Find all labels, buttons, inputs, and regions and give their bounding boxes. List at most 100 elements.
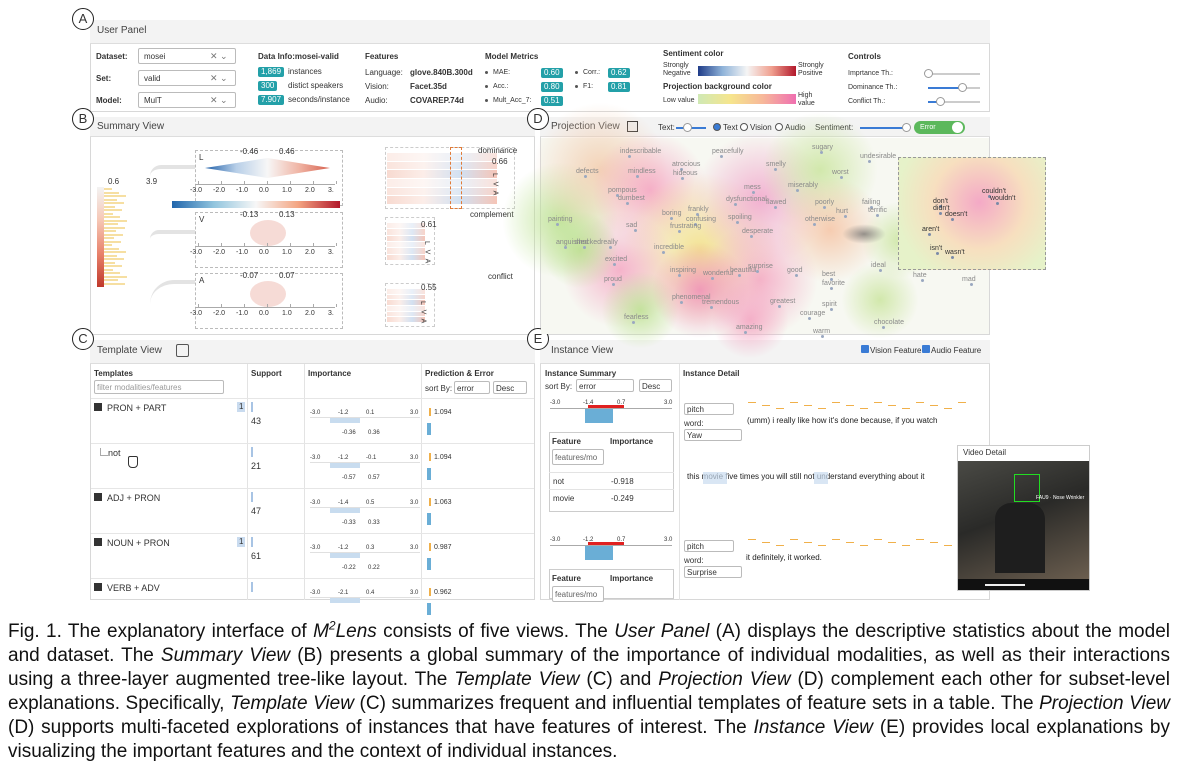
importance-tick: 3.0 xyxy=(410,500,419,506)
axis-tick-label: 3.0 xyxy=(664,400,673,406)
feature-stripe xyxy=(104,191,119,194)
feature-dash xyxy=(860,408,868,409)
feature-column: Importance xyxy=(610,437,654,446)
slider-knob[interactable] xyxy=(958,83,967,92)
sentiment-low: Strongly Negative xyxy=(663,62,691,77)
importance-tick: 3.0 xyxy=(410,455,419,461)
column-header: Importance xyxy=(308,369,352,378)
lva-label: A xyxy=(491,190,499,196)
heat-cell xyxy=(387,153,497,161)
info-text: distict speakers xyxy=(288,81,344,90)
heat-cell xyxy=(387,294,425,300)
caption-text: Template View xyxy=(454,669,580,690)
feature-dash xyxy=(818,545,826,546)
feature-stripe xyxy=(104,212,113,215)
order-select[interactable] xyxy=(493,381,527,394)
select-box[interactable] xyxy=(684,429,742,441)
slider-knob[interactable] xyxy=(902,123,911,132)
word: pompous xyxy=(608,187,637,194)
importance-tick: -1.4 xyxy=(338,500,349,506)
sort-select[interactable] xyxy=(576,379,634,392)
axis-tick-label: 2.0 xyxy=(305,249,315,256)
slider-knob[interactable] xyxy=(924,69,933,78)
word-dot xyxy=(636,175,639,178)
caption-text: (D) complement each other for subset-lev… xyxy=(8,669,1170,714)
filter-placeholder: features/mo xyxy=(555,590,598,599)
importance-bar xyxy=(585,409,613,423)
heat-cell xyxy=(387,254,425,260)
projection-bg-high: High value xyxy=(798,92,815,107)
word-dot xyxy=(612,283,615,286)
select-box[interactable] xyxy=(138,48,236,64)
sentence: this movie five times you will still not… xyxy=(687,472,925,481)
sort-value: error xyxy=(457,384,474,393)
word-dot xyxy=(921,279,924,282)
importance-tick: -3.0 xyxy=(310,455,321,461)
checkbox-label: Audio Feature xyxy=(931,346,982,355)
info-text: instances xyxy=(288,67,322,76)
axis-tick-label: -3.0 xyxy=(550,400,561,406)
reset-button[interactable] xyxy=(176,344,189,357)
axis-tick-label: -1.0 xyxy=(236,249,249,256)
importance-bar xyxy=(330,418,360,423)
caption-text: User Panel xyxy=(614,621,710,642)
filter-input[interactable] xyxy=(552,586,604,602)
filter-placeholder: filter modalities/features xyxy=(97,383,182,392)
importance-tick: -1.2 xyxy=(338,545,349,551)
word: beautiful xyxy=(730,267,757,274)
zoom-word: wasn't xyxy=(945,249,965,256)
sort-label: sort By: xyxy=(425,384,453,393)
word-dot xyxy=(936,252,939,255)
slider-knob[interactable] xyxy=(936,97,945,106)
violin xyxy=(250,281,286,307)
select-box[interactable] xyxy=(684,403,734,415)
order-select[interactable] xyxy=(639,379,672,392)
checkbox[interactable] xyxy=(861,345,869,353)
word-dot xyxy=(778,305,781,308)
sort-select[interactable] xyxy=(454,381,490,394)
caption-text: Instance View xyxy=(753,717,874,738)
importance-range: -0.57 xyxy=(342,475,356,481)
column-header: Prediction & Error xyxy=(425,369,494,378)
select-box[interactable] xyxy=(138,70,236,86)
axis-tick xyxy=(267,304,268,307)
feature-dash xyxy=(762,542,770,543)
select-box[interactable] xyxy=(138,92,236,108)
modality-high: 0.07 xyxy=(279,271,295,280)
word: indescribable xyxy=(620,148,662,155)
word: mad xyxy=(962,276,976,283)
lva-label: L xyxy=(490,173,498,177)
word-dot xyxy=(680,168,683,171)
feature-dash xyxy=(944,545,952,546)
filter-input[interactable] xyxy=(94,380,224,394)
axis-tick-label: -3.0 xyxy=(190,187,203,194)
slider-track xyxy=(928,101,980,103)
word-dot xyxy=(830,287,833,290)
checkbox[interactable] xyxy=(922,345,930,353)
select-box[interactable] xyxy=(684,540,734,552)
word-label: word: xyxy=(684,556,704,565)
error-bar xyxy=(427,513,431,525)
word: hideous xyxy=(673,170,698,177)
word: peacefully xyxy=(712,148,744,155)
axis-tick-label: 3.0 xyxy=(664,537,673,543)
importance-axis xyxy=(310,597,420,598)
metric-label: MAE: xyxy=(493,69,511,76)
importance-tick: 0.5 xyxy=(366,500,375,506)
feature-stripe xyxy=(104,268,113,271)
filter-input[interactable] xyxy=(552,449,604,465)
word-dot xyxy=(796,189,799,192)
word-dot xyxy=(830,278,833,281)
metric-value: 0.60 xyxy=(541,68,563,78)
feature-value: COVAREP.74d xyxy=(410,96,464,105)
select-box[interactable] xyxy=(684,566,742,578)
heat-cell xyxy=(387,196,497,204)
word-dot xyxy=(744,331,747,334)
importance-range: -0.22 xyxy=(342,565,356,571)
word: poorly xyxy=(815,199,835,206)
feature-dash xyxy=(804,405,812,406)
caption-text: Projection View xyxy=(1039,693,1171,714)
density-blob xyxy=(650,240,750,340)
axis-tick-label: 0.7 xyxy=(617,400,626,406)
